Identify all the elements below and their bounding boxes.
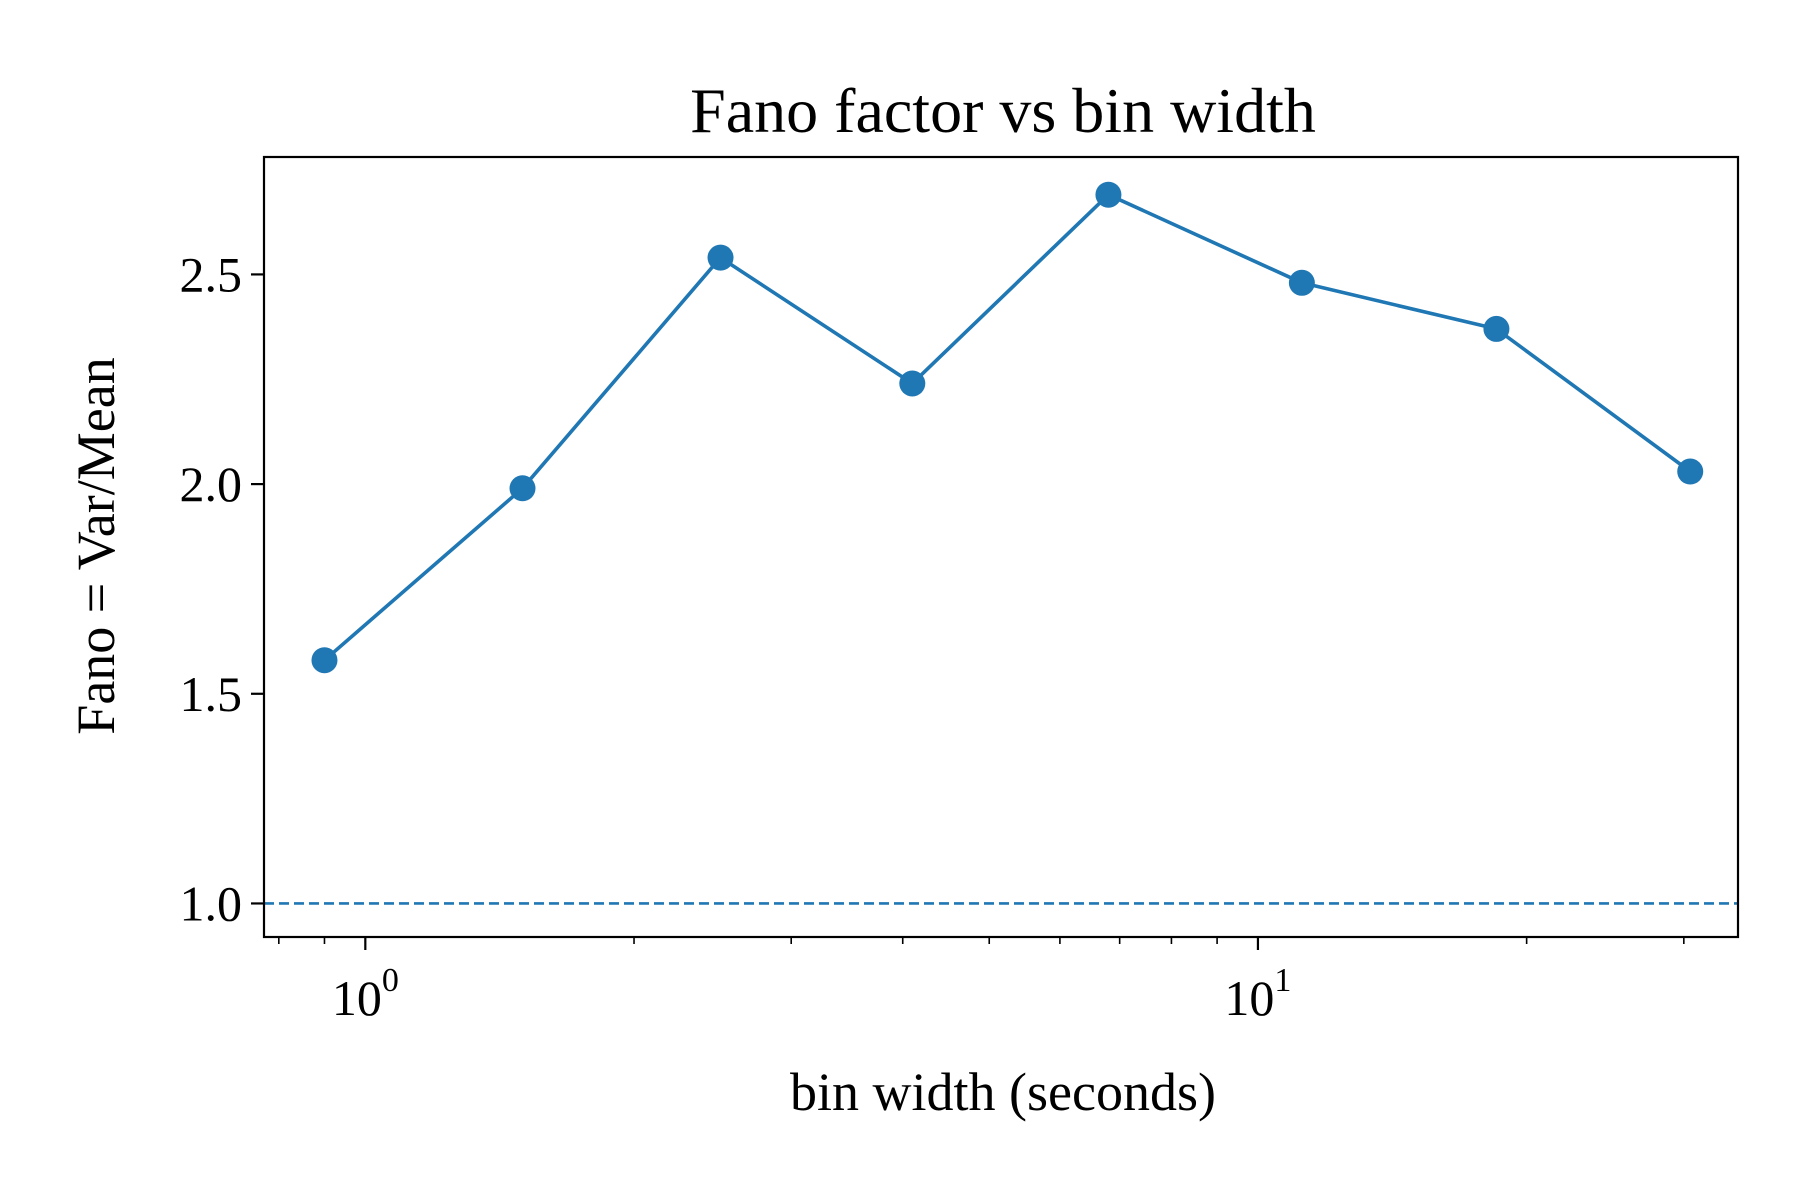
- data-point: [311, 647, 338, 674]
- data-point: [1677, 458, 1704, 485]
- chart-title: Fano factor vs bin width: [690, 75, 1316, 146]
- y-axis-label: Fano = Var/Mean: [66, 357, 126, 734]
- y-tick-label: 1.0: [180, 875, 243, 931]
- x-tick-label: 101: [1224, 962, 1291, 1026]
- x-axis-label: bin width (seconds): [790, 1062, 1216, 1122]
- plot-area: [264, 181, 1738, 905]
- series-line: [323, 192, 1692, 662]
- data-point: [1095, 181, 1122, 208]
- data-point: [509, 475, 536, 502]
- y-tick-label: 1.5: [180, 666, 243, 722]
- y-axis: 1.0 1.5 2.0 2.5: [180, 246, 264, 931]
- plot-frame: [262, 155, 1740, 939]
- data-point: [707, 244, 734, 271]
- data-point: [899, 370, 926, 397]
- y-tick-label: 2.0: [180, 456, 243, 512]
- x-axis: 100 101: [278, 937, 1685, 1026]
- x-tick-label: 100: [332, 962, 399, 1026]
- y-tick-label: 2.5: [180, 246, 243, 302]
- data-point: [1483, 315, 1510, 342]
- data-point: [1288, 269, 1315, 296]
